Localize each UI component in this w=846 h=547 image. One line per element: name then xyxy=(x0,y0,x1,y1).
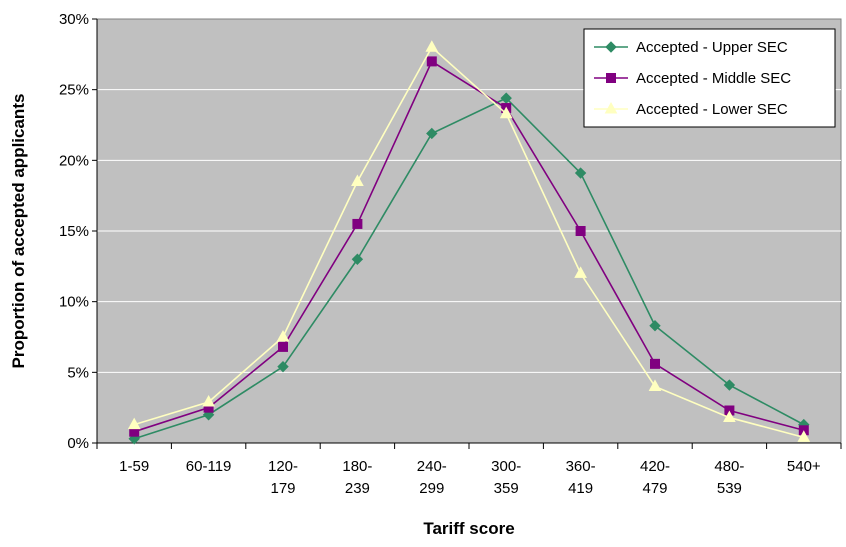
data-point-marker xyxy=(426,56,437,67)
data-point-marker xyxy=(723,379,736,391)
data-point-marker xyxy=(426,127,438,140)
x-tick-label: 240-299 xyxy=(417,458,447,497)
y-tick-label: 0% xyxy=(67,435,89,452)
data-point-marker xyxy=(797,430,811,442)
data-point-marker xyxy=(276,329,290,342)
data-point-marker xyxy=(574,167,587,179)
data-point-marker xyxy=(650,358,660,369)
legend-item: Accepted - Middle SEC xyxy=(594,70,791,87)
x-tick-label: 1-59 xyxy=(119,458,149,475)
data-point-marker xyxy=(648,379,662,391)
series-line xyxy=(133,97,805,440)
data-point-marker xyxy=(202,394,215,407)
legend: Accepted - Upper SEC Accepted - Middle SE… xyxy=(583,28,836,128)
data-point-marker xyxy=(574,266,587,278)
legend-marker xyxy=(605,41,617,53)
x-tick-label: 300-359 xyxy=(491,458,521,497)
x-axis-title: Tariff score xyxy=(423,519,514,538)
data-point-marker xyxy=(649,319,661,332)
legend-label: Accepted - Upper SEC xyxy=(636,39,788,56)
y-axis-ticks: 0% 5% 10% 15% 20% 25% 30% xyxy=(59,11,98,452)
y-tick-label: 20% xyxy=(59,152,89,169)
x-tick-label: 540+ xyxy=(787,458,821,475)
x-tick-label: 480-539 xyxy=(714,458,744,497)
series-line xyxy=(133,46,805,439)
legend-label: Accepted - Middle SEC xyxy=(636,70,791,87)
series-1 xyxy=(128,92,810,445)
x-tick-label: 360-419 xyxy=(566,458,596,497)
data-point-marker xyxy=(425,40,439,52)
data-point-marker xyxy=(352,218,363,229)
series-line xyxy=(133,60,805,433)
legend-item: Accepted - Lower SEC xyxy=(594,101,788,118)
x-tick-label: 120-179 xyxy=(268,458,298,497)
legend-marker xyxy=(604,101,618,114)
series-layer xyxy=(127,40,811,445)
data-point-marker xyxy=(278,341,288,352)
x-tick-label: 180-239 xyxy=(342,458,372,497)
legend-label: Accepted - Lower SEC xyxy=(636,101,788,118)
x-tick-label: 420-479 xyxy=(640,458,670,497)
data-point-marker xyxy=(351,253,364,265)
x-axis-ticks: 1-59 60-119 120-179 180-239 240-299 300-359 36… xyxy=(96,442,842,497)
legend-marker xyxy=(606,73,616,83)
data-point-marker xyxy=(723,410,736,423)
data-point-marker xyxy=(499,106,513,119)
data-point-marker xyxy=(351,174,364,187)
series-3 xyxy=(127,40,811,442)
x-tick-label: 60-119 xyxy=(186,458,232,475)
legend-item: Accepted - Upper SEC xyxy=(594,39,788,56)
y-tick-label: 15% xyxy=(59,223,89,240)
data-point-marker xyxy=(277,360,289,373)
y-tick-label: 5% xyxy=(67,364,89,381)
y-tick-label: 25% xyxy=(59,82,89,99)
data-point-marker xyxy=(575,226,586,236)
y-tick-label: 10% xyxy=(59,294,89,311)
data-point-marker xyxy=(127,417,141,430)
y-axis-title: Proportion of accepted applicants xyxy=(9,94,28,369)
y-tick-label: 30% xyxy=(59,11,89,28)
